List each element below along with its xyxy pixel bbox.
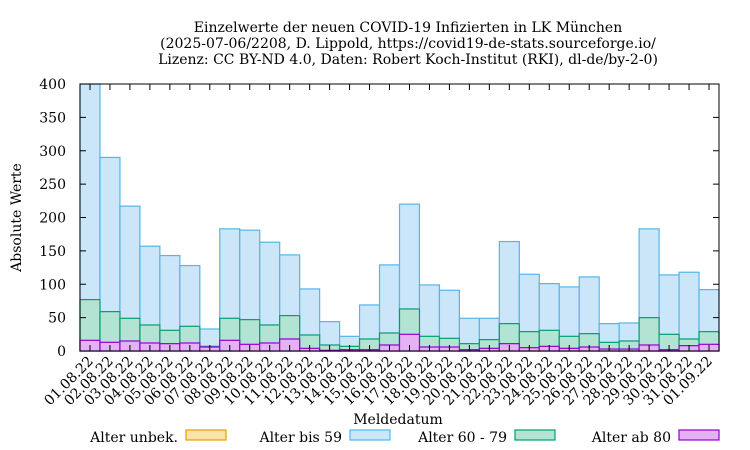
legend-item: Alter bis 59 [258, 429, 391, 446]
legend-label: Alter ab 80 [591, 430, 671, 446]
x-axis: 01.08.2202.08.2203.08.2204.08.2205.08.22… [41, 84, 716, 409]
y-tick-label: 50 [48, 311, 66, 327]
legend: Alter unbek. Alter bis 59 Alter 60 - 79 Alt… [89, 429, 720, 446]
legend-swatch [678, 429, 720, 441]
chart-title-line: Lizenz: CC BY-ND 4.0, Daten: Robert Koch… [158, 52, 658, 68]
legend-swatch [514, 429, 556, 441]
y-axis: 0 50 100 150 200 250 300 350 400 [39, 77, 719, 360]
y-axis-label: Absolute Werte [9, 163, 25, 273]
legend-label: Alter 60 - 79 [417, 430, 507, 446]
legend-swatch [185, 429, 227, 441]
bars [79, 83, 720, 352]
y-tick-label: 250 [39, 177, 66, 193]
x-axis-label: Meldedatum [353, 412, 443, 428]
legend-swatch [349, 429, 391, 441]
y-tick-label: 350 [39, 110, 66, 126]
y-tick-label: 0 [57, 344, 66, 360]
legend-label: Alter unbek. [89, 430, 178, 446]
legend-label: Alter bis 59 [258, 430, 342, 446]
y-tick-label: 100 [39, 277, 66, 293]
chart-title: Einzelwerte der neuen COVID-19 Infiziert… [158, 20, 658, 68]
legend-item: Alter 60 - 79 [417, 429, 556, 446]
y-tick-label: 300 [39, 144, 66, 160]
chart-title-line: (2025-07-06/2208, D. Lippold, https://co… [160, 36, 656, 52]
y-tick-label: 400 [39, 77, 66, 93]
y-tick-label: 200 [39, 211, 66, 227]
legend-item: Alter ab 80 [591, 429, 720, 446]
chart-title-line: Einzelwerte der neuen COVID-19 Infiziert… [194, 20, 622, 36]
y-tick-label: 150 [39, 244, 66, 260]
legend-item: Alter unbek. [89, 429, 227, 446]
series-1 [79, 83, 720, 352]
